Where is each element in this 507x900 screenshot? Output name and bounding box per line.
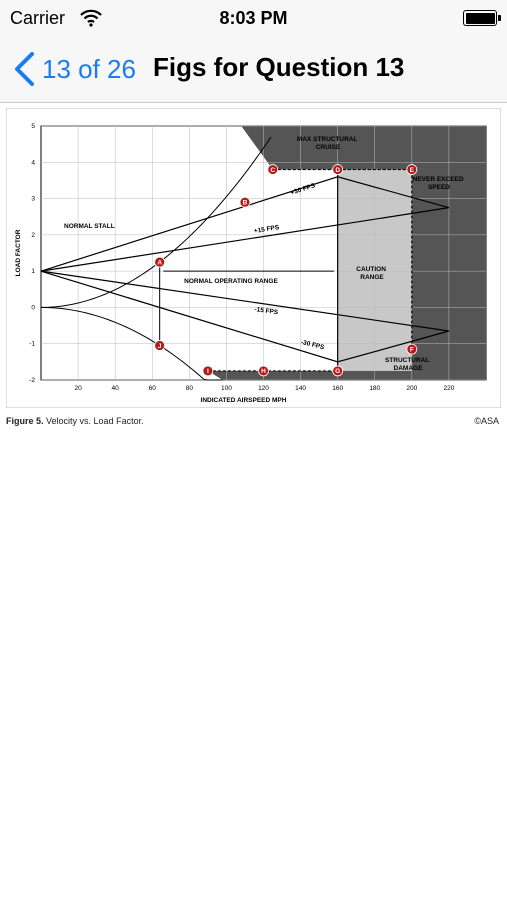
page-title: Figs for Question 13 <box>153 52 405 82</box>
annotation-line: CAUTION <box>356 266 386 273</box>
annotation-line: STRUCTURAL <box>385 357 429 364</box>
point-label: H <box>261 368 266 375</box>
annotation-line: MAX STRUCTURAL <box>297 136 358 143</box>
x-tick-label: 120 <box>258 385 269 392</box>
gust-line <box>40 270 450 332</box>
gust-line <box>40 207 450 272</box>
point-marker <box>154 340 166 351</box>
figure-view: +30 FPS +15 FPS -15 FPS -30 FPS 20 40 60 80 100 1… <box>0 103 507 900</box>
x-axis-label: INDICATED AIRSPEED MPH <box>201 397 287 404</box>
annotation-line: CRUISE <box>316 144 341 151</box>
negative-stall-curve <box>40 306 223 381</box>
x-tick-label: 40 <box>112 385 120 392</box>
point-label: F <box>410 346 414 353</box>
y-tick-label: 1 <box>31 268 35 275</box>
point-label: I <box>207 368 209 375</box>
back-button[interactable]: 13 of 26 <box>10 50 136 88</box>
x-tick-label: 160 <box>332 385 343 392</box>
point-label: G <box>335 368 340 375</box>
figure-caption-text: Velocity vs. Load Factor. <box>46 416 144 426</box>
point-label: J <box>158 343 162 350</box>
point-marker <box>258 365 269 377</box>
navigation-bar: 13 of 26 Figs for Question 13 <box>0 36 507 103</box>
x-tick-label: 20 <box>74 385 82 392</box>
y-tick-label: -2 <box>29 377 35 384</box>
x-tick-label: 200 <box>406 385 417 392</box>
annotation-caution-range: CAUTION RANGE <box>356 266 387 281</box>
battery-icon <box>463 10 501 26</box>
annotation-normal-stall: NORMAL STALL <box>64 223 115 230</box>
y-tick-label: -1 <box>29 341 35 348</box>
annotation-line: SPEED <box>428 184 450 191</box>
y-tick-label: 2 <box>31 232 35 239</box>
y-tick-label: 5 <box>31 123 35 130</box>
gust-line <box>40 270 450 363</box>
annotation-line: DAMAGE <box>394 365 424 372</box>
annotation-never-exceed-speed: NEVER EXCEED SPEED <box>413 176 466 191</box>
point-label: B <box>243 200 248 207</box>
point-marker <box>154 256 166 268</box>
annotation-line: RANGE <box>360 274 384 281</box>
wifi-icon <box>80 9 102 27</box>
point-marker <box>406 343 418 355</box>
envelope-top <box>272 168 413 350</box>
annotation-line: NEVER EXCEED <box>413 176 464 183</box>
status-time: 8:03 PM <box>219 8 288 28</box>
x-tick-label: 60 <box>149 385 157 392</box>
back-button-label: 13 of 26 <box>42 53 136 84</box>
y-tick-label: 3 <box>31 196 35 203</box>
chevron-left-icon <box>15 52 34 86</box>
point-marker <box>406 164 418 175</box>
gust-line <box>40 176 450 272</box>
carrier-label: Carrier <box>10 8 66 28</box>
point-marker <box>332 164 344 175</box>
x-tick-label: 220 <box>443 385 454 392</box>
gust-line-label: +15 FPS <box>253 224 280 235</box>
point-label: C <box>270 167 275 174</box>
y-axis-label: LOAD FACTOR <box>15 229 22 276</box>
figure-copyright: ©ASA <box>474 416 499 426</box>
point-label: E <box>410 167 415 174</box>
annotation-normal-operating-range: NORMAL OPERATING RANGE <box>184 278 278 285</box>
x-tick-label: 180 <box>369 385 380 392</box>
point-marker <box>202 365 214 377</box>
structural-damage-region <box>207 126 486 380</box>
annotation-max-structural-cruise: MAX STRUCTURAL CRUISE <box>297 136 359 151</box>
status-bar: Carrier 8:03 PM <box>0 0 507 36</box>
x-tick-label: 80 <box>186 385 194 392</box>
x-tick-label: 140 <box>295 385 306 392</box>
figure-caption-number: Figure 5. <box>6 416 44 426</box>
point-marker <box>239 196 251 208</box>
y-tick-label: 4 <box>31 159 35 166</box>
gust-line-label: -15 FPS <box>254 306 279 316</box>
point-label: A <box>157 259 162 266</box>
x-tick-label: 100 <box>221 385 232 392</box>
point-marker <box>267 164 279 175</box>
y-tick-label: 0 <box>31 304 35 311</box>
point-label: D <box>335 167 340 174</box>
figure-caption: Figure 5. Velocity vs. Load Factor. <box>6 416 144 426</box>
point-marker <box>332 365 344 377</box>
annotation-structural-damage: STRUCTURAL DAMAGE <box>385 357 431 372</box>
